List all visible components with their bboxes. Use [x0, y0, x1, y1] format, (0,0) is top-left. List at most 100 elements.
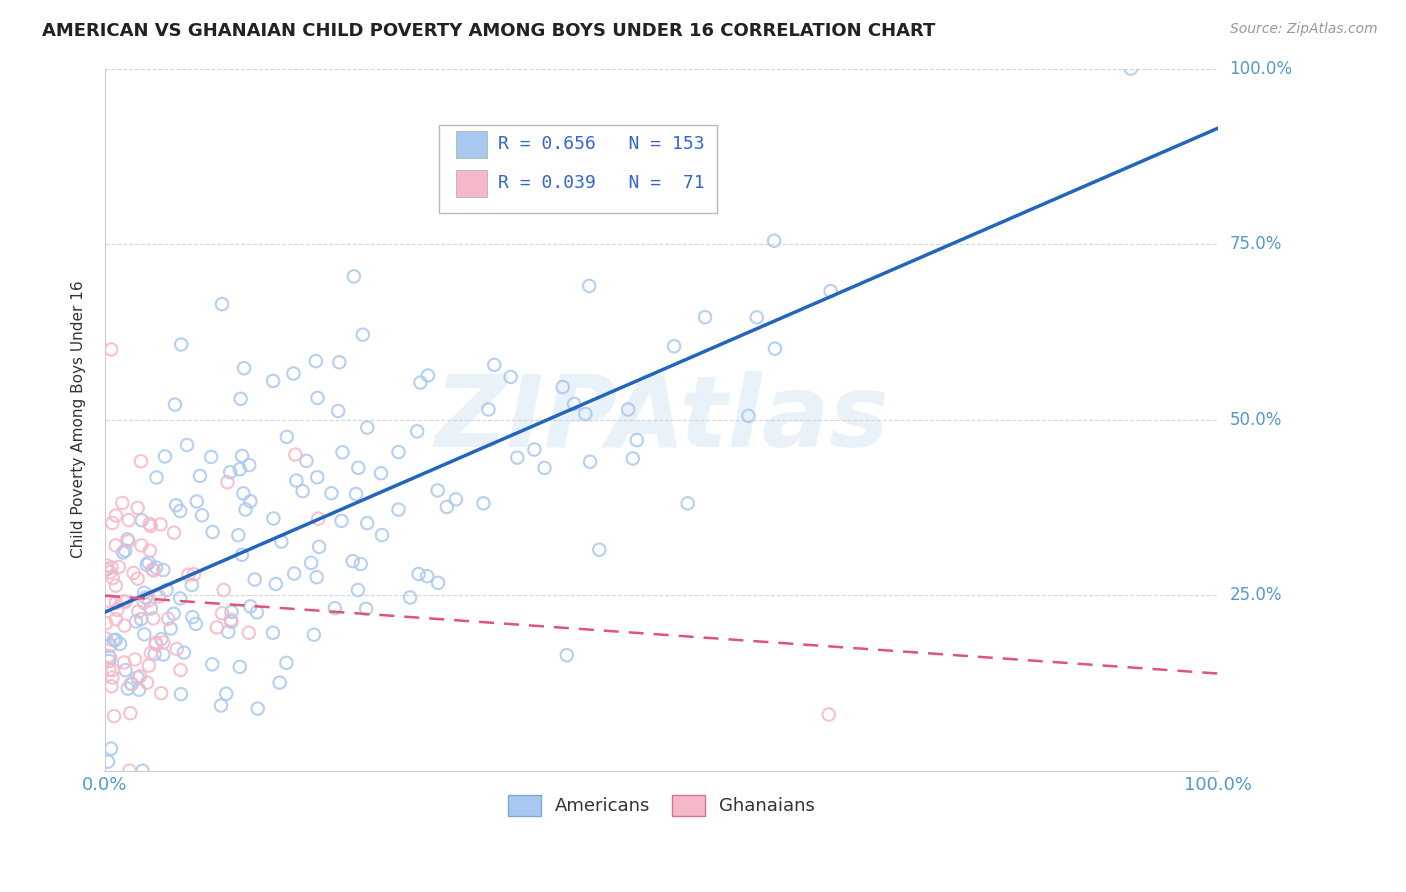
Point: [138, 556, 160, 570]
Point: [243, 573, 266, 587]
Point: [139, 519, 162, 533]
Point: [98, 594, 121, 608]
Point: [344, 487, 367, 501]
Point: [200, 450, 222, 464]
Point: [117, 534, 139, 549]
Point: [231, 449, 253, 463]
Point: [139, 646, 162, 660]
Point: [578, 279, 600, 293]
Point: [138, 516, 160, 531]
Point: [111, 496, 134, 510]
Point: [737, 409, 759, 423]
Point: [763, 234, 786, 248]
Point: [127, 500, 149, 515]
Point: [163, 525, 186, 540]
Point: [246, 605, 269, 619]
Point: [231, 548, 253, 562]
Text: 50.0%: 50.0%: [1230, 410, 1282, 429]
FancyBboxPatch shape: [456, 170, 486, 197]
Point: [101, 671, 124, 685]
Point: [150, 686, 173, 700]
Point: [98, 650, 121, 665]
Point: [122, 566, 145, 580]
Point: [124, 652, 146, 666]
Point: [169, 504, 191, 518]
Point: [302, 628, 325, 642]
Point: [262, 374, 284, 388]
Point: [104, 612, 127, 626]
Point: [127, 671, 149, 685]
Point: [159, 622, 181, 636]
Point: [125, 615, 148, 629]
Point: [150, 632, 173, 646]
Point: [228, 528, 250, 542]
Point: [104, 508, 127, 523]
Point: [152, 648, 174, 662]
Point: [188, 469, 211, 483]
Point: [264, 577, 287, 591]
Point: [551, 380, 574, 394]
Point: [219, 613, 242, 627]
Point: [352, 327, 374, 342]
Point: [284, 448, 307, 462]
Point: [763, 342, 786, 356]
Point: [239, 599, 262, 614]
Point: [546, 185, 568, 199]
Point: [370, 467, 392, 481]
Point: [129, 669, 152, 683]
Point: [262, 625, 284, 640]
Point: [416, 569, 439, 583]
Point: [283, 367, 305, 381]
Point: [219, 465, 242, 479]
Point: [745, 310, 768, 325]
Point: [328, 404, 350, 418]
Point: [276, 656, 298, 670]
Point: [555, 648, 578, 663]
Point: [269, 675, 291, 690]
Point: [617, 402, 640, 417]
Point: [229, 462, 252, 476]
Point: [211, 297, 233, 311]
Point: [132, 586, 155, 600]
Y-axis label: Child Poverty Among Boys Under 16: Child Poverty Among Boys Under 16: [72, 281, 86, 558]
Point: [153, 450, 176, 464]
Point: [579, 455, 602, 469]
Point: [562, 397, 585, 411]
Point: [1119, 62, 1142, 76]
Point: [100, 343, 122, 357]
Point: [307, 470, 329, 484]
Point: [523, 442, 546, 457]
Point: [170, 337, 193, 351]
Point: [112, 656, 135, 670]
Point: [180, 578, 202, 592]
Point: [127, 572, 149, 586]
Point: [114, 618, 136, 632]
Point: [276, 430, 298, 444]
Point: [105, 603, 128, 617]
Point: [356, 516, 378, 531]
Point: [817, 707, 839, 722]
Point: [97, 755, 120, 769]
Point: [112, 594, 135, 608]
Point: [201, 524, 224, 539]
Point: [408, 566, 430, 581]
Point: [209, 698, 232, 713]
Point: [221, 615, 243, 629]
Point: [229, 660, 252, 674]
Point: [499, 370, 522, 384]
Point: [149, 517, 172, 532]
Text: R = 0.656   N = 153: R = 0.656 N = 153: [498, 135, 704, 153]
Point: [436, 500, 458, 514]
Point: [574, 407, 596, 421]
Point: [98, 663, 121, 677]
Point: [96, 558, 118, 573]
Point: [155, 582, 177, 597]
Point: [114, 595, 136, 609]
Point: [120, 676, 142, 690]
Point: [342, 554, 364, 568]
Text: 25.0%: 25.0%: [1230, 586, 1282, 604]
Point: [131, 513, 153, 527]
Point: [101, 571, 124, 585]
Point: [145, 560, 167, 574]
Point: [165, 498, 187, 512]
